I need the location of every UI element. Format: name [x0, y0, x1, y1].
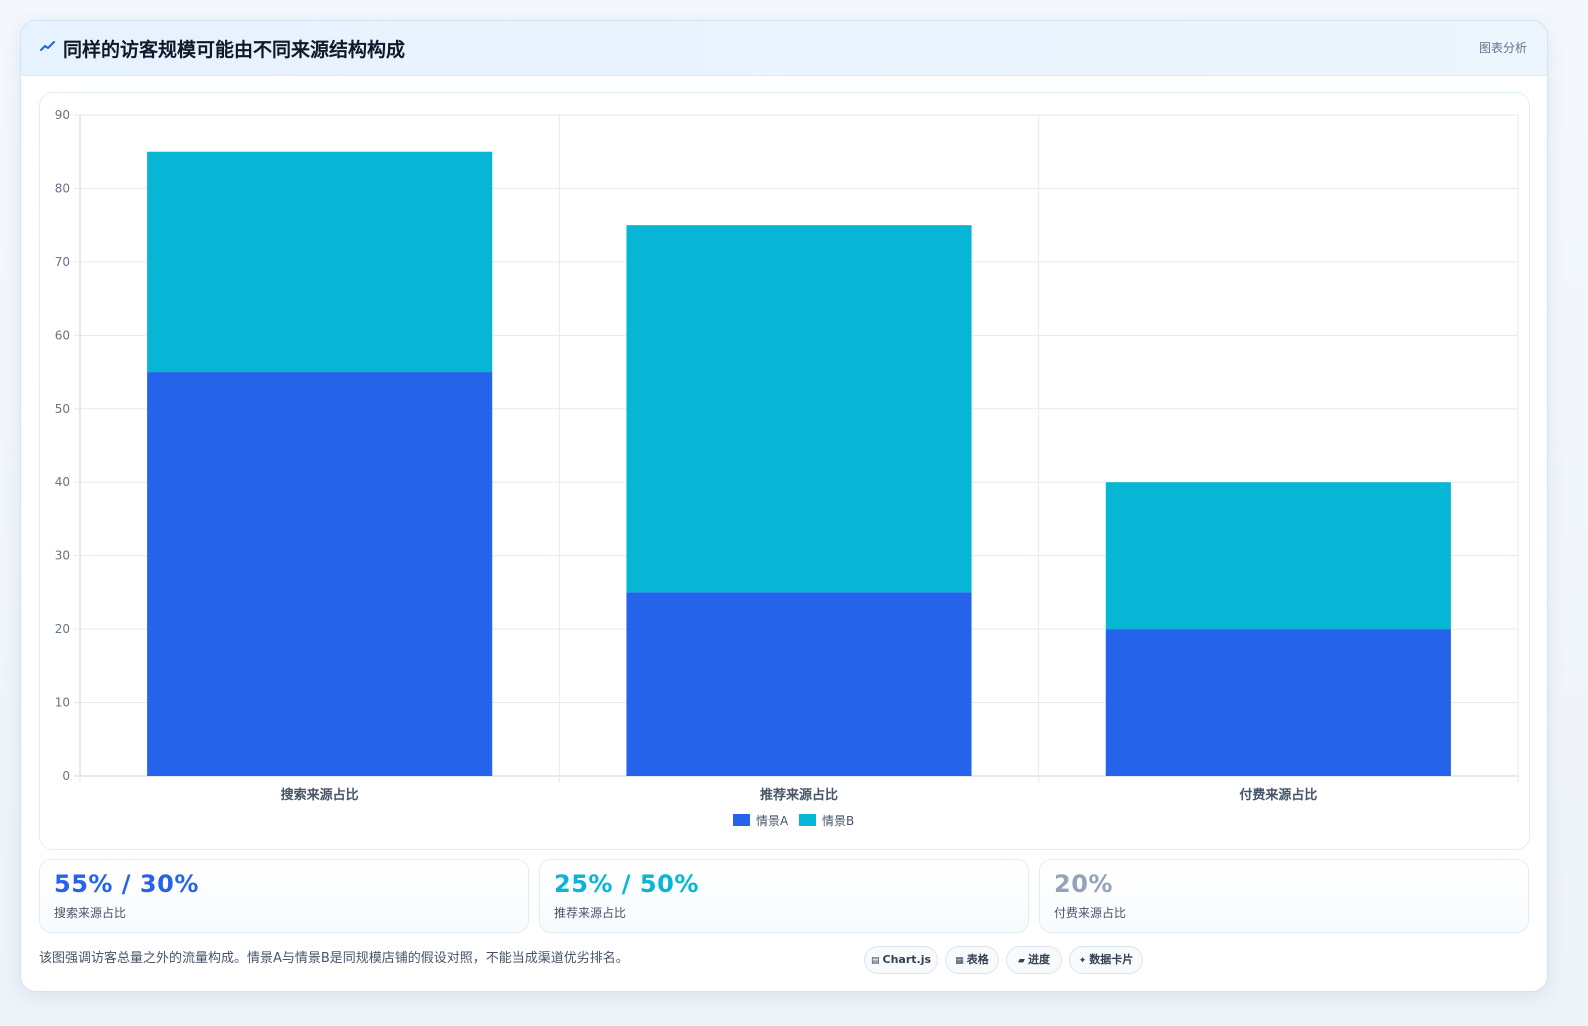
y-tick-label: 0	[62, 769, 70, 783]
chart-card: 同样的访客规模可能由不同来源结构构成 图表分析 0 10 20 30 40 50 60 70 8…	[20, 20, 1548, 992]
card-icon: ✦	[1078, 956, 1087, 966]
chip-datacard[interactable]: ✦ 数据卡片	[1069, 946, 1143, 974]
chip-label: 表格	[966, 953, 989, 966]
x-tick-label: 推荐来源占比	[760, 787, 838, 803]
chip-progress[interactable]: ▰ 进度	[1006, 946, 1062, 974]
stat-card-paid: 20% 付费来源占比	[1039, 859, 1529, 933]
stat-label: 付费来源占比	[1054, 906, 1127, 920]
y-tick-label: 60	[55, 328, 70, 342]
legend-label: 情景A	[756, 814, 789, 828]
card-tag: 图表分析	[1478, 41, 1527, 55]
stat-value: 25% / 50%	[554, 870, 699, 898]
x-tick-label: 付费来源占比	[1239, 787, 1317, 803]
y-tick-label: 20	[55, 622, 70, 636]
bar-segment	[1105, 629, 1451, 776]
stacked-bar-chart: 0 10 20 30 40 50 60 70 80 90 搜索来源占比 推荐来源占比 付费来源占比情景A…	[55, 108, 1519, 828]
stat-label: 搜索来源占比	[54, 906, 127, 920]
legend-label: 情景B	[822, 814, 854, 828]
bar-segment	[626, 592, 972, 776]
bar-segment	[147, 151, 493, 373]
progress-icon: ▰	[1018, 956, 1025, 966]
bar-segment	[147, 372, 493, 776]
card-title: 同样的访客规模可能由不同来源结构构成	[63, 39, 406, 61]
legend-swatch	[799, 814, 816, 826]
chip-chartjs[interactable]: ▤ Chart.js	[864, 946, 938, 974]
chart-icon: ▤	[870, 956, 880, 966]
chip-label: 数据卡片	[1089, 953, 1134, 966]
y-tick-label: 80	[55, 181, 70, 195]
chart-area: 0 10 20 30 40 50 60 70 80 90 搜索来源占比 推荐来源占比 付费来源占比情景A…	[39, 92, 1530, 850]
bar-segment	[1105, 482, 1451, 630]
y-tick-label: 50	[55, 402, 70, 416]
card-header: 同样的访客规模可能由不同来源结构构成 图表分析	[21, 21, 1547, 76]
chip-table[interactable]: ▦ 表格	[945, 946, 999, 974]
stat-label: 推荐来源占比	[554, 906, 627, 920]
x-tick-label: 搜索来源占比	[281, 787, 359, 803]
y-tick-label: 10	[55, 696, 70, 710]
trend-line-icon	[40, 41, 55, 51]
stat-value: 55% / 30%	[54, 870, 199, 898]
y-tick-label: 30	[55, 549, 70, 563]
stat-value: 20%	[1054, 870, 1113, 898]
y-tick-label: 90	[55, 108, 70, 122]
table-icon: ▦	[955, 956, 964, 966]
y-tick-label: 40	[55, 475, 70, 489]
stat-card-search: 55% / 30% 搜索来源占比	[39, 859, 529, 933]
bar-segment	[626, 225, 972, 593]
y-tick-label: 70	[55, 255, 70, 269]
chip-label: Chart.js	[882, 953, 932, 966]
legend-swatch	[733, 814, 750, 826]
chip-label: 进度	[1027, 953, 1050, 966]
stat-card-referral: 25% / 50% 推荐来源占比	[539, 859, 1029, 933]
chart-note: 该图强调访客总量之外的流量构成。情景A与情景B是同规模店铺的假设对照，不能当成渠…	[39, 951, 629, 966]
